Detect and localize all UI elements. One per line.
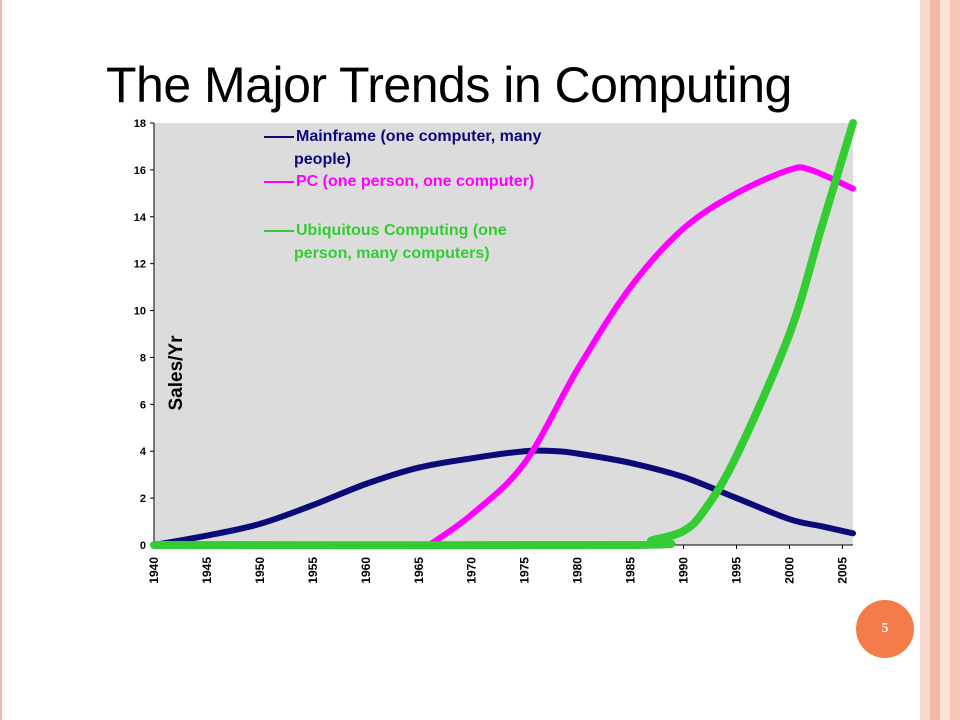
x-tick-label: 1995 <box>730 557 744 584</box>
legend-label-0: Mainframe (one computer, many <box>296 128 541 145</box>
series-line-2 <box>150 119 857 550</box>
x-tick-label: 1985 <box>624 557 638 584</box>
legend-label-2: person, many computers) <box>294 245 490 262</box>
legend-label-0: people) <box>294 151 351 168</box>
y-tick-label: 2 <box>140 493 146 505</box>
x-tick-label: 2000 <box>782 557 796 584</box>
series-line-1 <box>426 164 856 548</box>
y-tick-label: 0 <box>140 540 146 552</box>
y-tick-label: 10 <box>134 306 146 318</box>
series-lines <box>150 119 857 550</box>
y-tick-label: 16 <box>134 165 146 177</box>
x-tick-label: 1990 <box>677 557 691 584</box>
legend-label-1: PC (one person, one computer) <box>296 173 534 190</box>
y-tick-label: 8 <box>140 352 146 364</box>
x-tick-label: 1980 <box>571 557 585 584</box>
x-tick-label: 1965 <box>412 557 426 584</box>
page-number: 5 <box>881 621 889 636</box>
x-tick-label: 2005 <box>835 557 849 584</box>
x-tick-label: 1975 <box>518 557 532 584</box>
chart-title: The Major Trends in Computing <box>106 57 792 113</box>
y-tick-label: 6 <box>140 399 146 411</box>
page-number-badge: 5 <box>856 600 914 658</box>
y-tick-label: 12 <box>134 259 146 271</box>
y-axis-label: Sales/Yr <box>166 335 187 411</box>
slide-frame <box>0 0 2 720</box>
decorative-side-bar <box>920 0 960 720</box>
decorative-stripe <box>940 0 950 720</box>
legend-label-2: Ubiquitous Computing (one <box>296 222 507 239</box>
decorative-stripe <box>950 0 960 720</box>
y-tick-label: 18 <box>134 118 146 130</box>
x-tick-label: 1950 <box>253 557 267 584</box>
x-tick-label: 1960 <box>359 557 373 584</box>
x-tick-label: 1945 <box>200 557 214 584</box>
x-tick-label: 1970 <box>465 557 479 584</box>
legend: Mainframe (one computer, many people) PC (… <box>264 128 541 262</box>
line-chart: 0 2 4 6 8 10 12 14 16 18 1940 1945 1950 1955 1960 1965 1… <box>134 118 857 584</box>
y-tick-label: 4 <box>140 446 147 458</box>
x-tick-label: 1940 <box>147 557 161 584</box>
decorative-stripe <box>920 0 930 720</box>
series-line-0 <box>151 447 856 548</box>
decorative-stripe <box>930 0 940 720</box>
x-tick-label: 1955 <box>306 557 320 584</box>
chart-image: 0 2 4 6 8 10 12 14 16 18 1940 1945 1950 1955 1960 1965 1… <box>98 55 886 622</box>
y-tick-label: 14 <box>134 212 147 224</box>
